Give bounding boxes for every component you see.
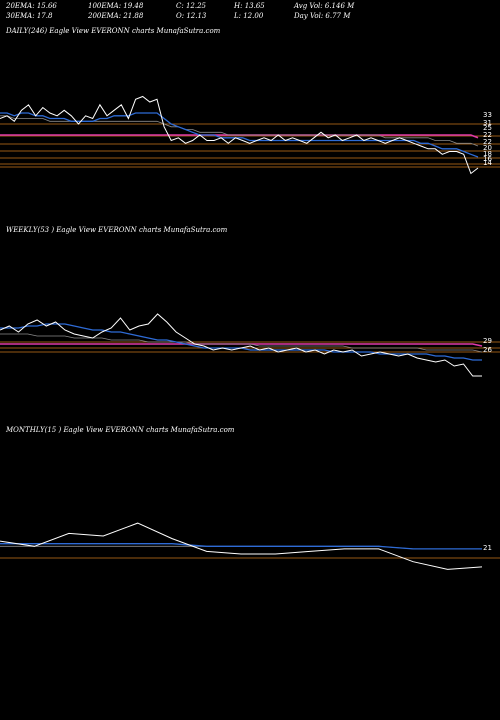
- header-avg-vol: Avg Vol: 6.146 M: [294, 2, 355, 10]
- fast-ema-line: [0, 543, 482, 550]
- y-tick-label: 18: [483, 150, 492, 158]
- fast-ema-line: [0, 112, 479, 158]
- y-tick-label: 16: [483, 155, 492, 163]
- y-tick-label: 20: [483, 144, 492, 152]
- y-tick-label: 33: [483, 111, 492, 119]
- y-tick-label: 21: [483, 544, 492, 552]
- monthly-chart-title: MONTHLY(15 ) Eagle View EVERONN charts M…: [6, 426, 235, 434]
- slow-ema-line: [0, 115, 479, 147]
- monthly-chart: 21: [0, 522, 500, 570]
- header-20ema: 20EMA: 15.66: [6, 2, 57, 10]
- header-open: O: 12.13: [176, 12, 207, 20]
- header-low: L: 12.00: [234, 12, 264, 20]
- slow-ema-line: [0, 333, 483, 353]
- daily-chart-title: DAILY(246) Eagle View EVERONN charts Mun…: [6, 27, 221, 35]
- price-line: [0, 313, 482, 377]
- header-30ema: 30EMA: 17.8: [6, 12, 53, 20]
- price-line: [0, 95, 479, 175]
- y-tick-label: 25: [483, 124, 492, 132]
- y-tick-label: 14: [483, 159, 492, 167]
- header-day-vol: Day Vol: 6.77 M: [294, 12, 351, 20]
- y-tick-label: 26: [483, 346, 492, 354]
- header-close: C: 12.25: [176, 2, 206, 10]
- y-tick-label: 29: [483, 337, 492, 345]
- y-tick-label: 31: [483, 119, 492, 127]
- weekly-chart-title: WEEKLY(53 ) Eagle View EVERONN charts Mu…: [6, 226, 228, 234]
- header-100ema: 100EMA: 19.48: [88, 2, 144, 10]
- header-200ema: 200EMA: 21.88: [88, 12, 144, 20]
- y-tick-label: 22: [483, 131, 492, 139]
- header-high: H: 13.65: [234, 2, 265, 10]
- y-tick-label: 22: [483, 138, 492, 146]
- price-line: [0, 522, 483, 570]
